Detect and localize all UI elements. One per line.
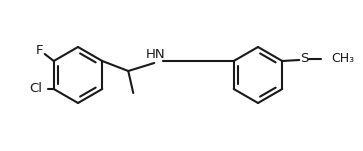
Text: Cl: Cl <box>29 82 42 95</box>
Text: S: S <box>300 53 309 66</box>
Text: HN: HN <box>146 48 165 61</box>
Text: CH₃: CH₃ <box>331 53 354 66</box>
Text: F: F <box>36 43 44 56</box>
